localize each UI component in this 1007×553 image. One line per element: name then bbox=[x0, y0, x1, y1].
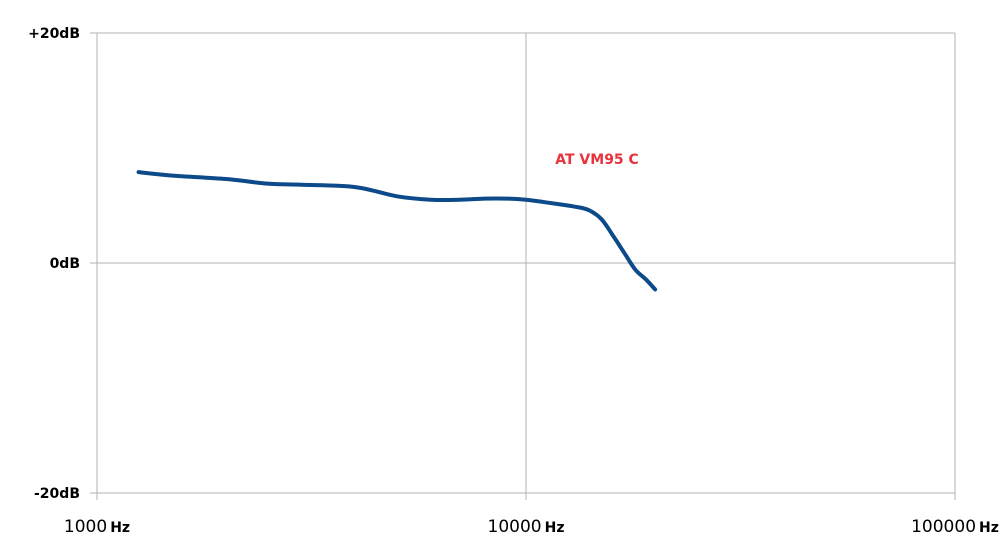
x-tick-unit: Hz bbox=[979, 520, 999, 536]
x-tick-label: 100000 Hz bbox=[911, 517, 999, 537]
series-layer bbox=[136, 170, 658, 292]
y-tick-label: 0dB bbox=[50, 256, 80, 272]
series-label: AT VM95 C bbox=[555, 152, 639, 168]
series-line bbox=[136, 170, 658, 292]
y-tick-label: -20dB bbox=[34, 486, 80, 502]
y-tick-label: +20dB bbox=[28, 26, 80, 42]
x-tick-unit: Hz bbox=[545, 520, 565, 536]
x-tick-label: 1000 Hz bbox=[64, 517, 130, 537]
x-tick-label: 10000 Hz bbox=[488, 517, 565, 537]
axes bbox=[90, 32, 956, 500]
x-tick-value: 10000 bbox=[488, 517, 542, 537]
x-tick-value: 1000 bbox=[64, 517, 107, 537]
x-tick-unit: Hz bbox=[110, 520, 130, 536]
x-tick-value: 100000 bbox=[911, 517, 976, 537]
grid-lines bbox=[96, 32, 956, 494]
